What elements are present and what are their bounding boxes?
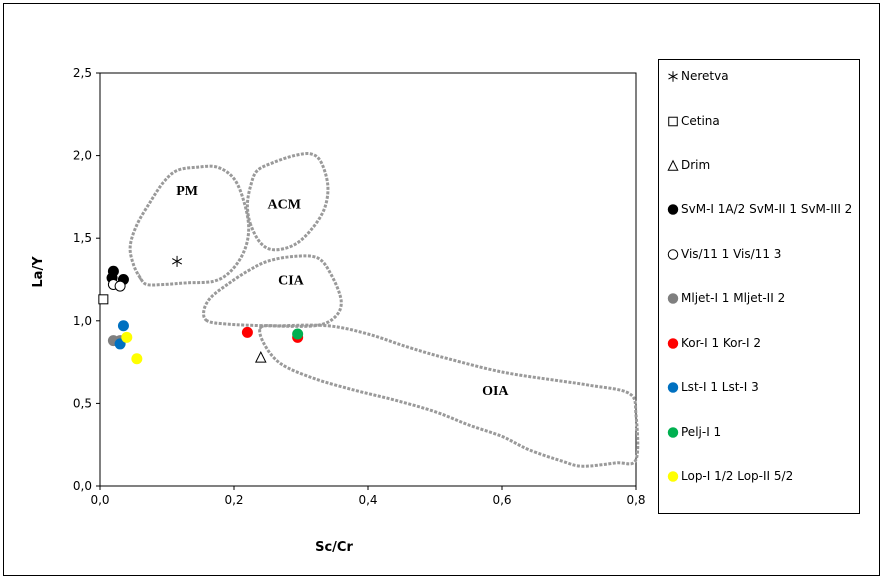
legend-label: Lst-I 1 Lst-I 3 (681, 380, 759, 394)
legend-label: Kor-I 1 Kor-I 2 (681, 336, 762, 350)
legend-label: Vis/11 1 Vis/11 3 (681, 247, 782, 261)
x-tick-label: 0,4 (358, 493, 377, 507)
legend-marker-2 (667, 159, 679, 171)
legend-label: Drim (681, 158, 711, 172)
legend-item: Drim (667, 157, 857, 174)
legend-marker-8 (667, 427, 679, 438)
region-pm-label: PM (176, 184, 198, 199)
legend-marker-1 (668, 116, 678, 127)
data-point-series-2-0 (254, 351, 267, 363)
legend-marker-icon (667, 468, 681, 485)
plot-area (99, 72, 637, 487)
data-point-series-9-1 (131, 353, 143, 365)
legend-item: Neretva (667, 68, 857, 85)
region-pm-outline (128, 164, 251, 287)
y-tick-label: 2,0 (73, 149, 92, 163)
data-point-series-9-0 (121, 331, 133, 343)
legend-marker-shape (667, 249, 679, 260)
legend-marker-shape (667, 471, 679, 482)
region-cia-outline (202, 254, 343, 328)
legend-label: Neretva (681, 69, 729, 83)
legend-marker-4 (667, 249, 679, 260)
legend-item: Lop-I 1/2 Lop-II 5/2 (667, 468, 857, 485)
data-point-series-0-0 (172, 255, 183, 267)
y-tick-label: 2,5 (73, 66, 92, 80)
legend-marker-6 (667, 338, 679, 349)
legend-item: SvM-I 1A/2 SvM-II 1 SvM-III 2 (667, 201, 857, 218)
legend-marker-7 (667, 382, 679, 393)
legend-label: SvM-I 1A/2 SvM-II 1 SvM-III 2 (681, 202, 853, 216)
legend-label: Pelj-I 1 (681, 425, 722, 439)
legend-label: Mljet-I 1 Mljet-II 2 (681, 291, 786, 305)
legend-marker-shape (668, 71, 678, 82)
data-point-series-8-0 (292, 328, 304, 340)
legend-marker-shape (667, 427, 679, 438)
legend-marker-icon (667, 113, 681, 130)
y-tick-label: 1,0 (73, 314, 92, 328)
legend-marker-icon (667, 246, 681, 263)
legend-marker-icon (667, 201, 681, 218)
data-point-series-1-0 (98, 294, 109, 305)
legend-marker-3 (667, 204, 679, 215)
x-tick-label: 0,6 (492, 493, 511, 507)
legend-marker-shape (667, 382, 679, 393)
legend-item: Kor-I 1 Kor-I 2 (667, 335, 857, 352)
data-point-series-7-0 (117, 320, 129, 332)
legend-label: Lop-I 1/2 Lop-II 5/2 (681, 469, 794, 483)
legend-marker-5 (667, 293, 679, 304)
legend-marker-shape (667, 293, 679, 304)
x-tick-label: 0,8 (626, 493, 645, 507)
legend-marker-icon (667, 379, 681, 396)
region-oia-label: OIA (482, 384, 509, 399)
legend-marker-icon (667, 335, 681, 352)
legend-label: Cetina (681, 114, 720, 128)
legend-marker-icon (667, 68, 681, 85)
regions-layer: PM ACM CIA OIA (128, 152, 640, 468)
y-tick-label: 0,5 (73, 396, 92, 410)
y-tick-label: 1,5 (73, 231, 92, 245)
x-axis-title: Sc/Cr (315, 540, 353, 555)
data-point-series-6-0 (241, 326, 253, 338)
legend-marker-shape (667, 204, 679, 215)
region-oia-outline (258, 323, 640, 468)
legend-marker-shape (668, 116, 678, 127)
legend-item: Vis/11 1 Vis/11 3 (667, 246, 857, 263)
x-tick-label: 0,0 (90, 493, 109, 507)
legend-item: Lst-I 1 Lst-I 3 (667, 379, 857, 396)
x-tick-label: 0,2 (224, 493, 243, 507)
data-point-series-4-1 (114, 280, 126, 292)
ticks-layer: 0,0 0,2 0,4 0,6 0,8 0,0 0,5 1,0 1,5 2,0 2,5 (73, 66, 646, 507)
legend-marker-shape (667, 159, 679, 171)
legend-marker-icon (667, 424, 681, 441)
legend-marker-shape (667, 338, 679, 349)
y-tick-label: 0,0 (73, 479, 92, 493)
legend-marker-icon (667, 290, 681, 307)
legend-item: Pelj-I 1 (667, 424, 857, 441)
legend-item: Mljet-I 1 Mljet-II 2 (667, 290, 857, 307)
data-point-series-7-1 (114, 338, 126, 350)
y-axis-title: La/Y (31, 256, 46, 288)
legend-marker-9 (667, 471, 679, 482)
legend: Neretva Cetina Drim SvM-I 1A/2 SvM-II 1 SvM… (658, 59, 860, 514)
region-acm-outline (245, 152, 330, 252)
region-acm-label: ACM (268, 197, 301, 212)
legend-marker-icon (667, 157, 681, 174)
points-layer (98, 255, 304, 365)
legend-marker-0 (668, 71, 678, 82)
legend-item: Cetina (667, 113, 857, 130)
region-cia-label: CIA (278, 273, 305, 288)
